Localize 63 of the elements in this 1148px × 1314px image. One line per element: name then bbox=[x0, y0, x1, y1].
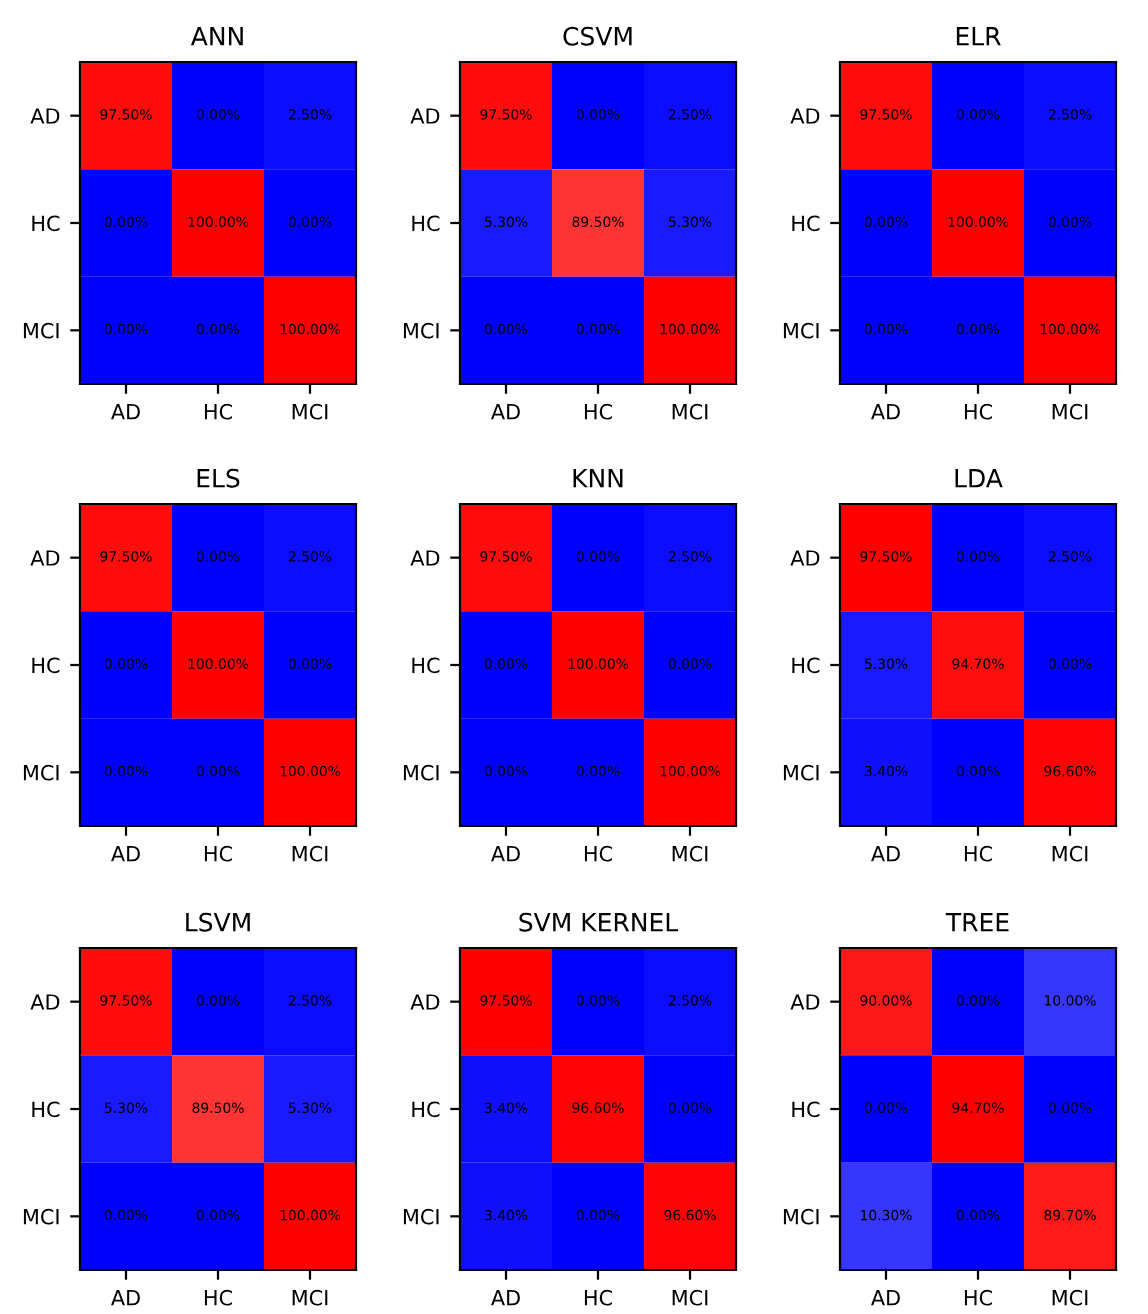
y-tick-label: HC bbox=[32, 215, 60, 232]
x-tick-label: MCI bbox=[292, 403, 328, 420]
chart-title: ANN bbox=[190, 27, 243, 46]
y-tick-label: AD bbox=[790, 994, 820, 1010]
chart-title: SVM KERNEL bbox=[519, 912, 679, 932]
x-tick-label: MCI bbox=[1052, 403, 1088, 420]
x-tick-label: HC bbox=[964, 403, 992, 420]
y-tick-label: MCI bbox=[403, 1208, 439, 1225]
x-tick-label: AD bbox=[871, 404, 900, 420]
chart-title: ELS bbox=[197, 468, 240, 488]
chart-title: TREE bbox=[945, 913, 1009, 932]
y-tick-label: HC bbox=[792, 215, 820, 232]
x-tick-label: AD bbox=[111, 404, 140, 420]
y-tick-label: MCI bbox=[23, 322, 59, 339]
y-tick-label: AD bbox=[30, 108, 60, 124]
y-tick-label: MCI bbox=[403, 764, 439, 781]
y-tick-label: MCI bbox=[783, 1208, 819, 1225]
y-tick-label: AD bbox=[410, 994, 440, 1010]
y-tick-label: MCI bbox=[783, 322, 819, 339]
y-tick-label: AD bbox=[30, 994, 60, 1010]
x-tick-label: MCI bbox=[672, 845, 708, 862]
y-tick-label: AD bbox=[790, 108, 820, 124]
y-tick-label: MCI bbox=[23, 764, 59, 781]
x-tick-label: HC bbox=[204, 1289, 232, 1306]
y-tick-label: HC bbox=[412, 1101, 440, 1118]
x-tick-label: MCI bbox=[1052, 1289, 1088, 1306]
chart-title: LSVM bbox=[186, 912, 250, 932]
x-tick-label: HC bbox=[964, 845, 992, 862]
chart-title: CSVM bbox=[563, 26, 632, 46]
x-tick-label: HC bbox=[204, 403, 232, 420]
x-tick-label: AD bbox=[491, 404, 520, 420]
x-tick-label: HC bbox=[204, 845, 232, 862]
x-tick-label: MCI bbox=[292, 1289, 328, 1306]
y-tick-label: MCI bbox=[783, 764, 819, 781]
x-tick-label: MCI bbox=[292, 845, 328, 862]
x-tick-label: HC bbox=[584, 845, 612, 862]
y-tick-label: AD bbox=[410, 108, 440, 124]
x-tick-label: AD bbox=[111, 846, 140, 862]
x-tick-label: MCI bbox=[672, 403, 708, 420]
y-tick-label: HC bbox=[412, 215, 440, 232]
y-tick-label: HC bbox=[792, 657, 820, 674]
x-tick-label: AD bbox=[871, 846, 900, 862]
x-tick-label: HC bbox=[964, 1289, 992, 1306]
x-tick-label: MCI bbox=[672, 1289, 708, 1306]
y-tick-label: HC bbox=[792, 1101, 820, 1118]
chart-title: LDA bbox=[955, 469, 1003, 488]
y-tick-label: HC bbox=[32, 1101, 60, 1118]
x-tick-label: HC bbox=[584, 1289, 612, 1306]
y-tick-label: AD bbox=[410, 550, 440, 566]
x-tick-label: AD bbox=[491, 1290, 520, 1306]
y-tick-label: MCI bbox=[403, 322, 439, 339]
x-tick-label: AD bbox=[871, 1290, 900, 1306]
y-tick-label: MCI bbox=[23, 1208, 59, 1225]
chart-title: ELR bbox=[956, 27, 1001, 46]
x-tick-label: MCI bbox=[1052, 845, 1088, 862]
x-tick-label: AD bbox=[111, 1290, 140, 1306]
x-tick-label: HC bbox=[584, 403, 612, 420]
x-tick-label: AD bbox=[491, 846, 520, 862]
y-tick-label: HC bbox=[412, 657, 440, 674]
chart-title: KNN bbox=[573, 469, 623, 488]
y-tick-label: HC bbox=[32, 657, 60, 674]
y-tick-label: AD bbox=[30, 550, 60, 566]
y-tick-label: AD bbox=[790, 550, 820, 566]
